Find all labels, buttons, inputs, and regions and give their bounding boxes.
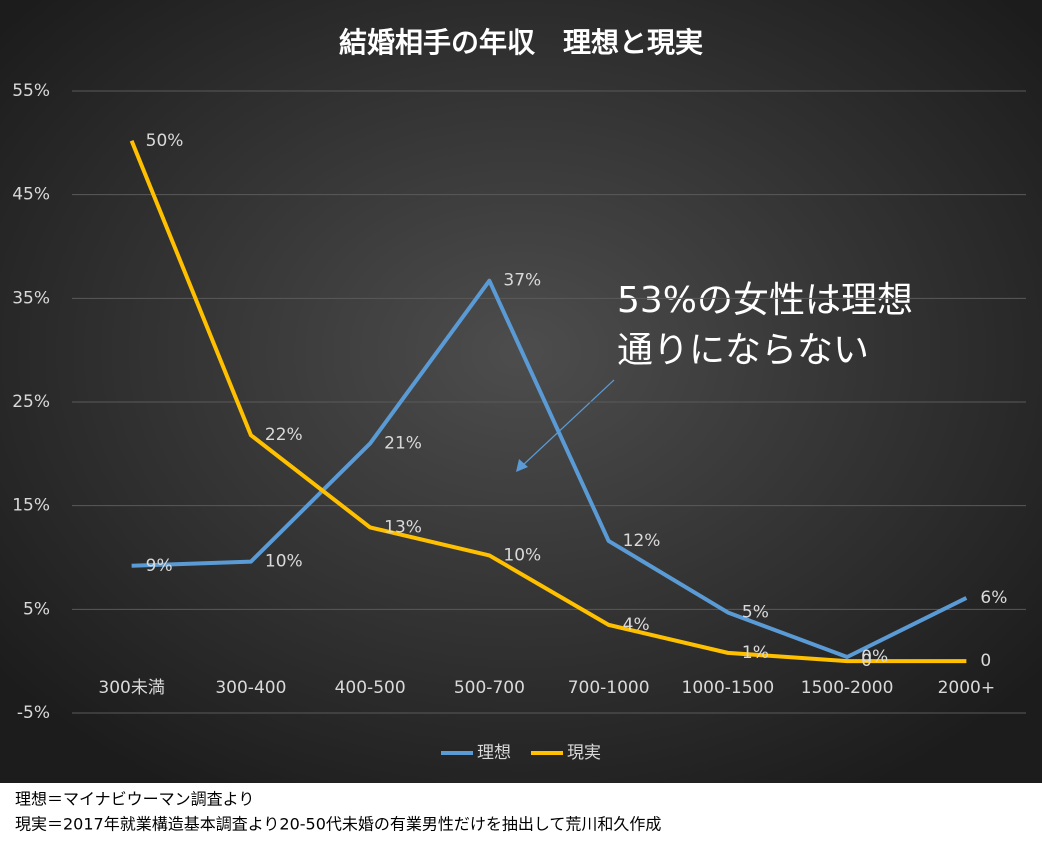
- data-line: [131, 278, 968, 660]
- data-label: 37%: [503, 271, 541, 291]
- x-tick-label: 500-700: [454, 678, 525, 698]
- annotation-arrow: [521, 379, 615, 467]
- annotation-arrowhead: [516, 459, 528, 472]
- data-label: 50%: [146, 131, 184, 151]
- data-label: 0: [861, 651, 872, 671]
- annotation: 53%の女性は理想: [617, 280, 913, 321]
- x-tick-label: 300-400: [215, 678, 286, 698]
- y-tick-label: 15%: [12, 496, 50, 516]
- data-label: 13%: [384, 517, 422, 537]
- chart-background: [0, 0, 1042, 783]
- data-label: 0: [980, 651, 991, 671]
- x-tick-label: 1500-2000: [801, 678, 894, 698]
- data-label: 4%: [623, 615, 650, 635]
- x-tick-label: 400-500: [335, 678, 406, 698]
- y-tick-label: -5%: [17, 703, 50, 723]
- legend-label: 現実: [567, 743, 601, 763]
- data-label: 5%: [742, 602, 769, 622]
- data-line: [129, 140, 967, 664]
- data-label: 10%: [265, 552, 303, 572]
- data-label: 22%: [265, 425, 303, 445]
- note: 理想＝マイナビウーマン調査より: [15, 790, 254, 809]
- y-tick-label: 45%: [12, 185, 50, 205]
- y-tick-label: 5%: [23, 599, 50, 619]
- x-tick-label: 2000+: [938, 678, 996, 698]
- annotation: 通りにならない: [617, 330, 869, 371]
- note: 現実＝2017年就業構造基本調査より20-50代未婚の有業男性だけを抽出して荒川…: [15, 815, 661, 834]
- x-tick-label: 300未満: [98, 678, 164, 698]
- legend-label: 理想: [477, 743, 511, 763]
- x-tick-label: 1000-1500: [682, 678, 775, 698]
- y-tick-label: 25%: [12, 392, 50, 412]
- data-label: 21%: [384, 433, 422, 453]
- data-label: 10%: [503, 545, 541, 565]
- data-label: 12%: [623, 531, 661, 551]
- y-tick-label: 35%: [12, 288, 50, 308]
- x-tick-label: 700-1000: [568, 678, 650, 698]
- y-tick-label: 55%: [12, 81, 50, 101]
- data-label: 9%: [146, 556, 173, 576]
- data-label: 6%: [980, 588, 1007, 608]
- chart-title: 結婚相手の年収 理想と現実: [339, 26, 703, 59]
- data-label: 1%: [742, 643, 769, 663]
- data-label: 0%: [861, 647, 888, 667]
